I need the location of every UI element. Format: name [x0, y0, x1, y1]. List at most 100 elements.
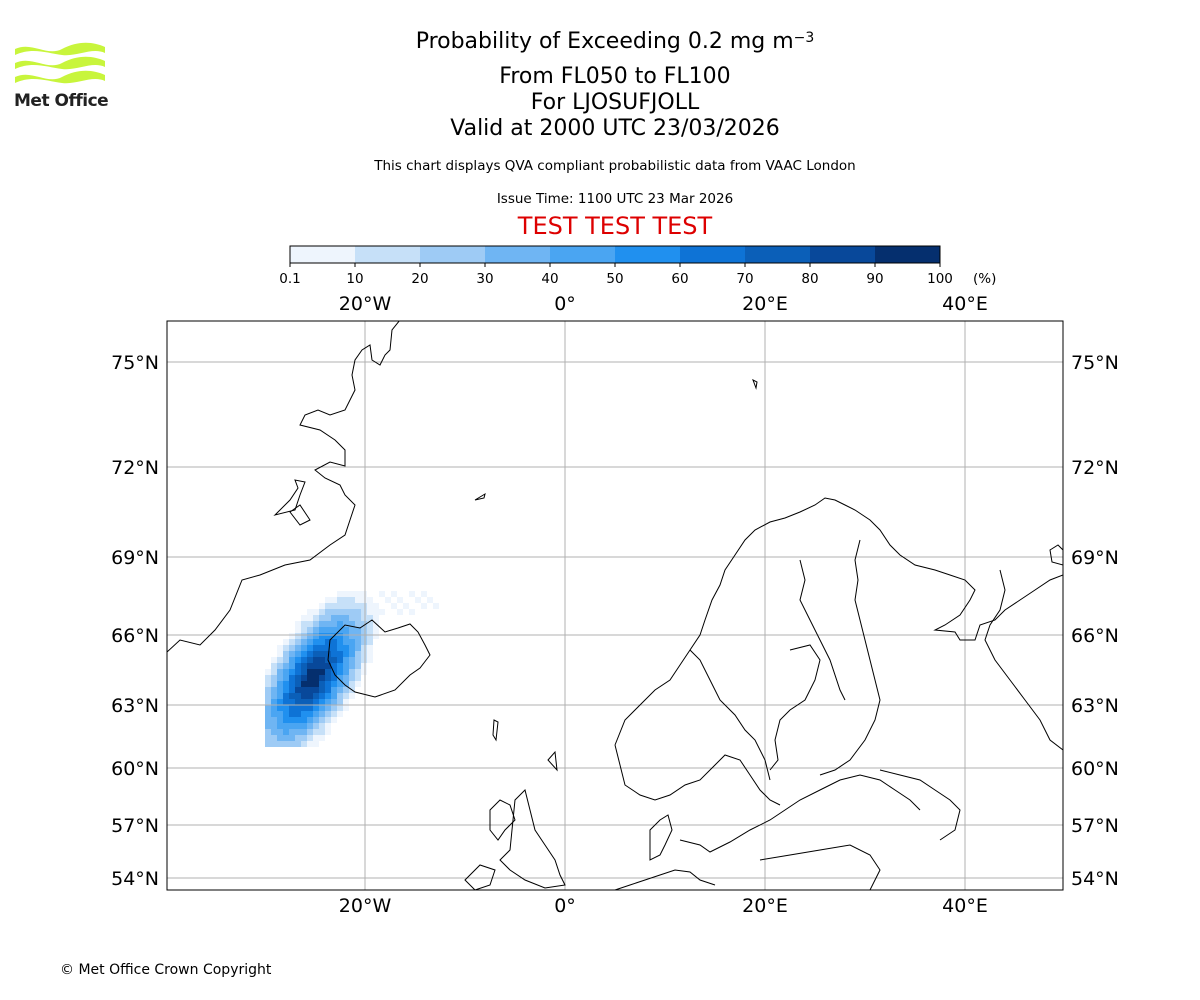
plume-cell	[277, 687, 283, 693]
plume-cell	[307, 657, 313, 663]
plume-cell	[301, 693, 307, 699]
plume-cell	[301, 729, 307, 735]
plume-cell	[349, 675, 355, 681]
plume-cell	[373, 603, 379, 609]
plume-cell	[283, 651, 289, 657]
plume-cell	[349, 597, 355, 603]
plume-cell	[331, 639, 337, 645]
plume-cell	[325, 633, 331, 639]
plume-cell	[301, 621, 307, 627]
plume-cell	[271, 735, 277, 741]
plume-cell	[343, 681, 349, 687]
plume-cell	[301, 633, 307, 639]
plume-cell	[331, 681, 337, 687]
plume-cell	[361, 651, 367, 657]
latitude-label: 57°N	[1071, 815, 1119, 837]
plume-cell	[307, 723, 313, 729]
colorbar-unit: (%)	[973, 271, 996, 287]
plume-cell	[289, 705, 295, 711]
plume-cell	[319, 717, 325, 723]
colorbar-tick-label: 20	[411, 271, 428, 287]
colorbar-segment	[615, 246, 681, 263]
plume-cell	[319, 615, 325, 621]
colorbar-segment	[680, 246, 746, 263]
plume-cell	[271, 669, 277, 675]
plume-cell	[403, 603, 409, 609]
plume-cell	[379, 591, 385, 597]
plume-cell	[355, 591, 361, 597]
colorbar-tick-label: 90	[866, 271, 883, 287]
gridlines	[167, 321, 1063, 890]
plume-cell	[313, 669, 319, 675]
plume-cell	[313, 615, 319, 621]
plume-cell	[385, 597, 391, 603]
latitude-label: 75°N	[111, 352, 159, 374]
plume-cell	[397, 597, 403, 603]
plume-cell	[301, 645, 307, 651]
plume-cell	[343, 609, 349, 615]
colorbar-segment	[420, 246, 486, 263]
plume-cell	[367, 609, 373, 615]
latitude-label: 54°N	[1071, 868, 1119, 890]
plume-cell	[283, 645, 289, 651]
plume-cell	[343, 603, 349, 609]
plume-cell	[337, 657, 343, 663]
latitude-label: 72°N	[111, 457, 159, 479]
plume-cell	[355, 681, 361, 687]
plume-cell	[361, 609, 367, 615]
plume-cell	[271, 681, 277, 687]
plume-cell	[295, 657, 301, 663]
plume-cell	[277, 723, 283, 729]
plume-cell	[271, 663, 277, 669]
plume-cell	[289, 639, 295, 645]
plume-cell	[283, 657, 289, 663]
plume-cell	[295, 687, 301, 693]
plume-cell	[301, 639, 307, 645]
plume-cell	[313, 711, 319, 717]
plume-cell	[265, 711, 271, 717]
plume-cell	[295, 645, 301, 651]
plume-cell	[367, 633, 373, 639]
plume-cell	[283, 693, 289, 699]
plume-cell	[295, 627, 301, 633]
plume-cell	[343, 693, 349, 699]
plume-cell	[313, 663, 319, 669]
plume-cell	[289, 693, 295, 699]
plume-cell	[283, 669, 289, 675]
plume-cell	[271, 705, 277, 711]
plume-cell	[301, 615, 307, 621]
plume-cell	[283, 663, 289, 669]
plume-cell	[283, 723, 289, 729]
plume-cell	[319, 639, 325, 645]
plume-cell	[349, 693, 355, 699]
plume-cell	[307, 669, 313, 675]
plume-cell	[301, 627, 307, 633]
plume-cell	[319, 645, 325, 651]
plume-cell	[325, 699, 331, 705]
plume-cell	[367, 597, 373, 603]
plume-cell	[355, 627, 361, 633]
plume-cell	[307, 627, 313, 633]
met-office-logo-icon	[15, 42, 105, 84]
plume-cell	[295, 693, 301, 699]
colorbar-segment	[875, 246, 941, 263]
plume-cell	[289, 669, 295, 675]
plume-cell	[271, 723, 277, 729]
plume-cell	[265, 729, 271, 735]
plume-cell	[265, 741, 271, 747]
plume-cell	[295, 729, 301, 735]
plume-cell	[331, 675, 337, 681]
plume-cell	[349, 663, 355, 669]
plume-cell	[325, 675, 331, 681]
plume-cell	[421, 603, 427, 609]
plume-cell	[343, 597, 349, 603]
plume-cell	[361, 669, 367, 675]
colorbar	[289, 245, 941, 264]
plume-cell	[319, 651, 325, 657]
latitude-label: 57°N	[111, 815, 159, 837]
plume-cell	[301, 687, 307, 693]
plume-cell	[295, 651, 301, 657]
plume-cell	[337, 687, 343, 693]
plume-cell	[295, 663, 301, 669]
